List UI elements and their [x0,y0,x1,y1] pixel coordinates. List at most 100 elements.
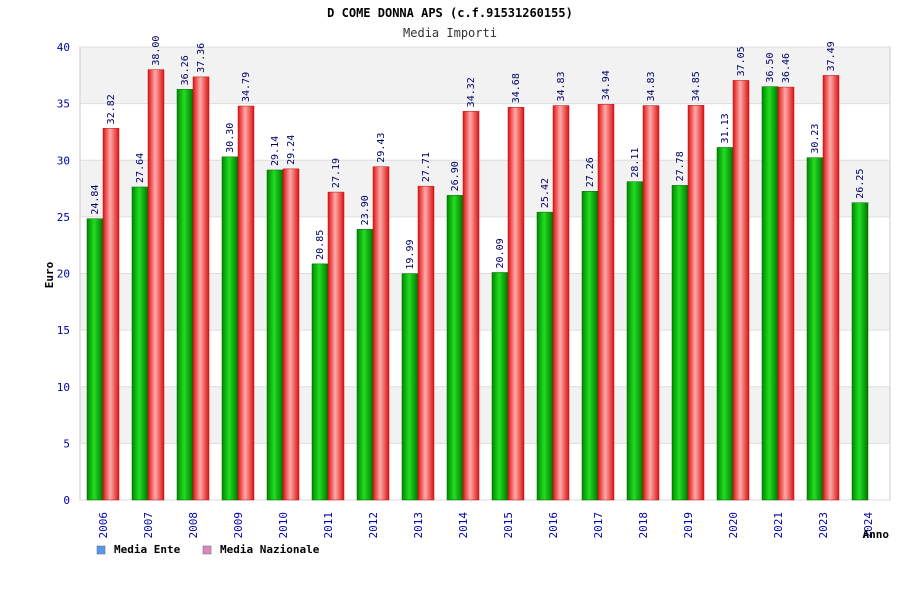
data-label: 31.13 [720,113,731,143]
x-tick-label: 2010 [277,512,290,539]
x-tick-label: 2007 [142,512,155,539]
x-tick-label: 2023 [817,512,830,539]
y-tick-label: 25 [57,211,70,224]
x-tick-label: 2016 [547,512,560,539]
y-tick-label: 20 [57,268,70,281]
bar-media-ente-2020 [716,147,734,501]
bar-media-ente-2021 [761,86,779,501]
data-label: 34.94 [601,70,612,100]
data-label: 36.46 [781,53,792,83]
y-tick-label: 40 [57,41,70,54]
data-label: 27.71 [421,152,432,182]
bar-media-nazionale-2016 [552,105,570,501]
bar-media-ente-2015 [491,272,509,501]
bar-media-nazionale-2013 [417,185,435,501]
chart-title: D COME DONNA APS (c.f.91531260155) [327,6,573,20]
bar-media-nazionale-2021 [777,86,795,501]
x-tick-label: 2011 [322,512,335,539]
bar-media-nazionale-2006 [102,128,120,501]
data-label: 26.90 [450,161,461,191]
data-label: 28.11 [630,148,641,178]
x-tick-label: 2015 [502,512,515,539]
bar-media-ente-2007 [131,186,149,501]
x-tick-label: 2013 [412,512,425,539]
data-labels: 24.84 32.82 27.64 38.00 36.26 37.36 30.30 34.79… [90,36,866,270]
data-label: 30.30 [225,123,236,153]
legend-label-media-ente: Media Ente [114,543,181,556]
x-tick-label: 2020 [727,512,740,539]
bar-media-ente-2012 [356,229,374,501]
data-label: 37.49 [826,41,837,71]
bar-media-ente-2010 [266,169,284,501]
y-axis-label: Euro [43,261,56,288]
bar-media-nazionale-2011 [327,191,345,501]
bar-media-nazionale-2017 [597,104,615,501]
data-label: 36.50 [765,53,776,83]
background-band [80,160,890,217]
data-label: 34.83 [646,71,657,101]
bar-media-ente-2016 [536,211,554,501]
bar-media-ente-2008 [176,89,194,501]
x-tick-label: 2021 [772,512,785,539]
background-band [80,47,890,104]
data-label: 34.83 [556,71,567,101]
x-axis-ticks: 2006 2007 2008 2009 2010 2011 2012 2013 2014 2015… [97,512,875,539]
chart-subtitle: Media Importi [403,26,497,40]
bar-media-nazionale-2010 [282,168,300,501]
bar-media-nazionale-2019 [687,105,705,501]
data-label: 37.36 [196,43,207,73]
data-label: 38.00 [151,36,162,66]
bar-media-ente-2023 [806,157,824,501]
data-label: 27.26 [585,157,596,187]
bar-media-ente-2006 [86,218,104,501]
bar-media-nazionale-2008 [192,76,210,501]
data-label: 25.42 [540,178,551,208]
x-tick-label: 2006 [97,512,110,539]
data-label: 36.26 [180,55,191,85]
data-label: 20.09 [495,238,506,268]
bar-media-nazionale-2018 [642,105,660,501]
data-label: 29.43 [376,133,387,163]
x-tick-label: 2017 [592,512,605,539]
x-tick-label: 2012 [367,512,380,539]
y-tick-label: 5 [63,437,70,450]
data-label: 29.24 [286,135,297,165]
data-label: 34.79 [241,72,252,102]
legend: Media Ente Media Nazionale [96,543,320,556]
bar-media-nazionale-2023 [822,75,840,501]
y-axis-ticks: 0 5 10 15 20 25 30 35 40 [57,41,70,507]
x-tick-label: 2024 [862,512,875,539]
x-tick-label: 2019 [682,512,695,539]
y-tick-label: 35 [57,98,70,111]
bar-media-ente-2009 [221,156,239,501]
bar-media-ente-2018 [626,181,644,501]
y-tick-label: 10 [57,381,70,394]
bar-media-nazionale-2009 [237,105,255,501]
background-band [80,386,890,444]
bar-media-nazionale-2014 [462,111,480,501]
data-label: 34.68 [511,73,522,103]
bar-media-nazionale-2015 [507,106,525,501]
data-label: 29.14 [270,136,281,166]
data-label: 34.32 [466,77,477,107]
bar-media-ente-2017 [581,191,599,501]
data-label: 34.85 [691,71,702,101]
data-label: 20.85 [315,230,326,260]
bar-media-nazionale-2020 [732,80,750,501]
data-label: 32.82 [106,94,117,124]
background-band [80,273,890,331]
bar-media-nazionale-2012 [372,166,390,501]
data-label: 27.78 [675,151,686,181]
gridlines [80,46,890,501]
x-tick-label: 2008 [187,512,200,539]
bar-media-ente-2024 [851,202,869,501]
data-label: 37.05 [736,46,747,76]
data-label: 27.64 [135,153,146,183]
x-tick-label: 2018 [637,512,650,539]
x-tick-label: 2014 [457,512,470,539]
data-label: 24.84 [90,185,101,215]
bar-media-ente-2019 [671,185,689,501]
data-label: 26.25 [855,169,866,199]
